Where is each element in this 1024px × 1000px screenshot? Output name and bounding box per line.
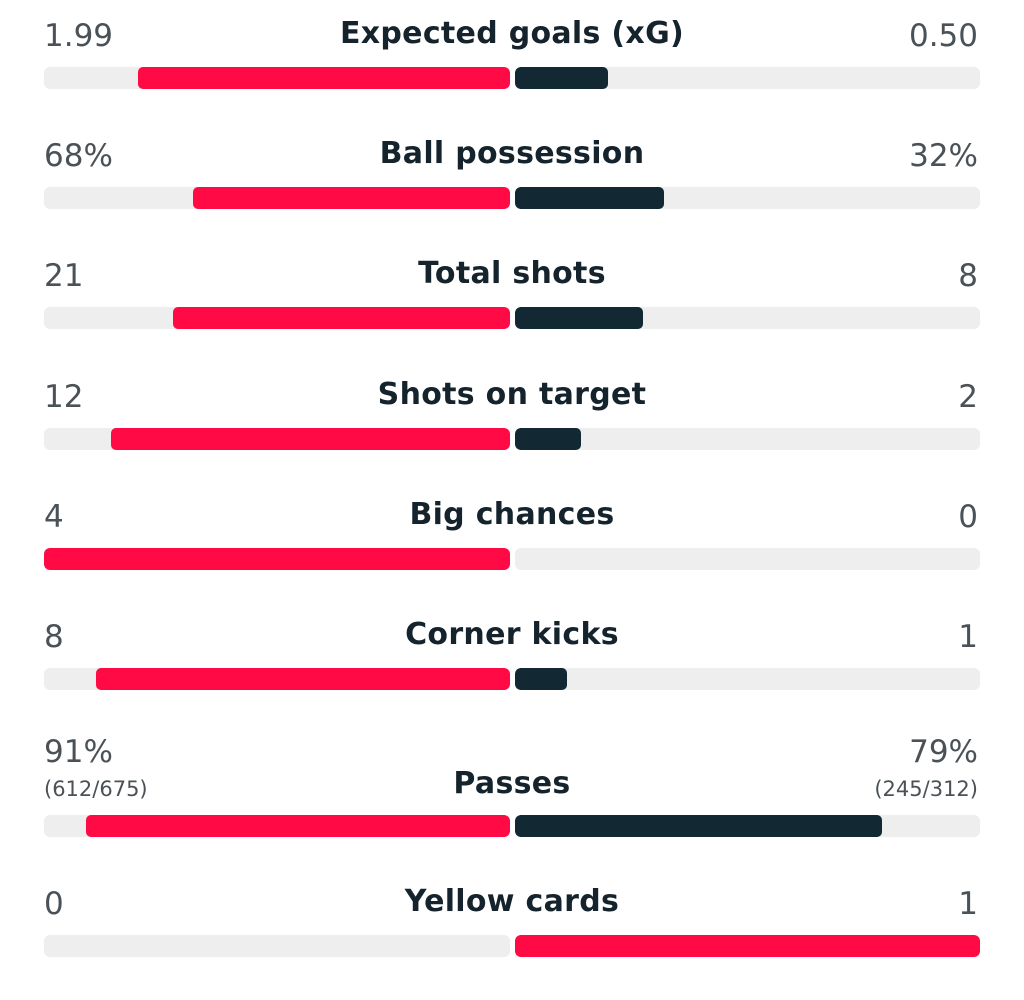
away-value: 79% xyxy=(909,734,978,770)
stat-label: Expected goals (xG) xyxy=(339,16,685,51)
home-value: 12 xyxy=(44,379,84,415)
away-bar-track xyxy=(515,187,980,209)
away-bar-track xyxy=(515,548,980,570)
home-bar-track xyxy=(44,307,510,329)
away-value: 0.50 xyxy=(908,18,978,54)
stat-label: Total shots xyxy=(418,256,606,291)
away-bar xyxy=(515,67,608,89)
home-subvalue: (612/675) xyxy=(44,777,148,801)
away-bar-track xyxy=(515,428,980,450)
away-bar-track xyxy=(515,668,980,690)
home-bar xyxy=(111,428,510,450)
home-bar-track xyxy=(44,815,510,837)
away-value: 32% xyxy=(909,138,978,174)
home-bar-track xyxy=(44,187,510,209)
home-bar-track xyxy=(44,67,510,89)
home-bar-track xyxy=(44,428,510,450)
away-bar-track xyxy=(515,815,980,837)
stat-row: Shots on target 12 2 xyxy=(0,361,1024,461)
away-bar xyxy=(515,668,567,690)
home-value: 0 xyxy=(44,886,64,922)
away-value: 8 xyxy=(958,258,978,294)
away-bar xyxy=(515,935,980,957)
away-bar xyxy=(515,428,581,450)
away-bar xyxy=(515,307,643,329)
stat-row: Big chances 4 0 xyxy=(0,481,1024,581)
home-bar-track xyxy=(44,668,510,690)
stat-label: Shots on target xyxy=(377,377,647,412)
home-value: 1.99 xyxy=(44,18,114,54)
away-bar-track xyxy=(515,935,980,957)
home-value: 4 xyxy=(44,499,64,535)
stat-label: Yellow cards xyxy=(404,884,620,919)
away-value: 2 xyxy=(958,379,978,415)
away-value: 0 xyxy=(958,499,978,535)
away-bar-track xyxy=(515,307,980,329)
stat-label: Passes xyxy=(453,766,571,801)
home-bar xyxy=(138,67,510,89)
home-bar xyxy=(96,668,510,690)
stat-row: Ball possession 68% 32% xyxy=(0,120,1024,220)
away-value: 1 xyxy=(958,886,978,922)
home-value: 91% xyxy=(44,734,113,770)
stat-row: Corner kicks 8 1 xyxy=(0,601,1024,701)
away-bar xyxy=(515,187,664,209)
home-value: 21 xyxy=(44,258,84,294)
home-bar-track xyxy=(44,548,510,570)
home-value: 8 xyxy=(44,619,64,655)
away-value: 1 xyxy=(958,619,978,655)
stat-row: Passes 91% 79% (612/675) (245/312) xyxy=(0,728,1024,837)
stat-row: Expected goals (xG) 1.99 0.50 xyxy=(0,0,1024,100)
away-bar-track xyxy=(515,67,980,89)
away-subvalue: (245/312) xyxy=(874,777,978,801)
away-bar xyxy=(515,815,882,837)
stat-label: Big chances xyxy=(409,497,615,532)
home-bar xyxy=(44,548,510,570)
home-bar xyxy=(193,187,510,209)
stat-label: Corner kicks xyxy=(405,617,619,652)
stat-row: Total shots 21 8 xyxy=(0,240,1024,340)
home-value: 68% xyxy=(44,138,113,174)
stat-row: Yellow cards 0 1 xyxy=(0,868,1024,968)
home-bar xyxy=(173,307,510,329)
home-bar-track xyxy=(44,935,510,957)
home-bar xyxy=(86,815,510,837)
stat-label: Ball possession xyxy=(379,136,645,171)
